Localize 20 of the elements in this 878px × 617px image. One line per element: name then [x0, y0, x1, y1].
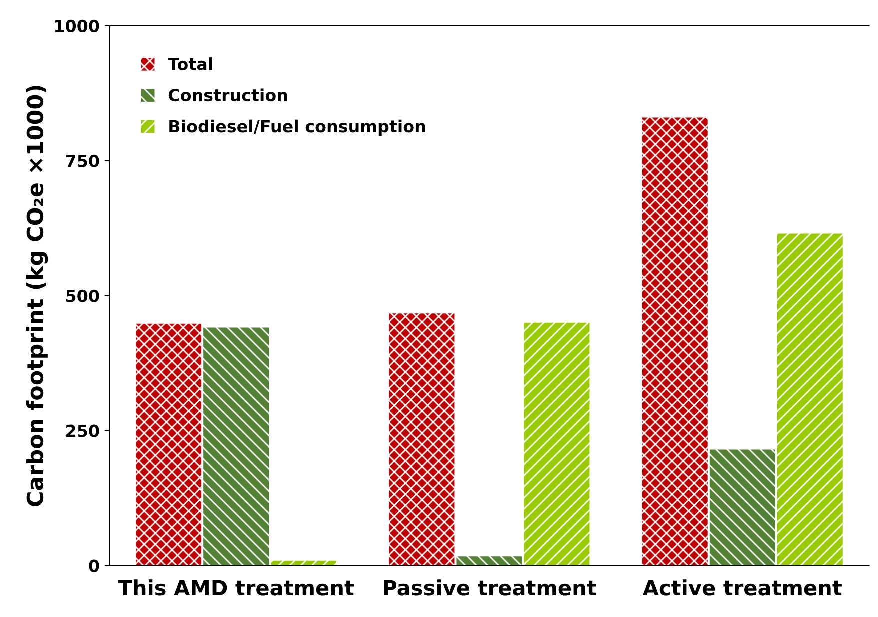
bar: [524, 322, 590, 566]
legend-label: Construction: [168, 88, 288, 102]
y-tick-label: 1000: [56, 20, 100, 32]
y-axis-title: Carbon footprint (kg CO₂e ×1000): [26, 86, 48, 506]
bar: [389, 314, 455, 566]
y-tick-label: 250: [66, 424, 100, 438]
x-tick-label: This AMD treatment: [118, 580, 354, 596]
bar: [204, 328, 270, 566]
bar: [642, 118, 708, 566]
bar: [777, 234, 843, 566]
legend-label: Biodiesel/Fuel consumption: [170, 120, 426, 136]
bar: [136, 324, 202, 566]
y-tick-label: 500: [66, 290, 100, 302]
bar: [710, 450, 776, 566]
legend-label: Total: [168, 58, 212, 70]
y-tick-label: 750: [66, 154, 100, 168]
y-tick-label: 0: [89, 560, 100, 572]
bar: [456, 556, 522, 566]
x-tick-label: Passive treatment: [384, 580, 596, 596]
x-tick-label: Active treatment: [642, 580, 842, 596]
